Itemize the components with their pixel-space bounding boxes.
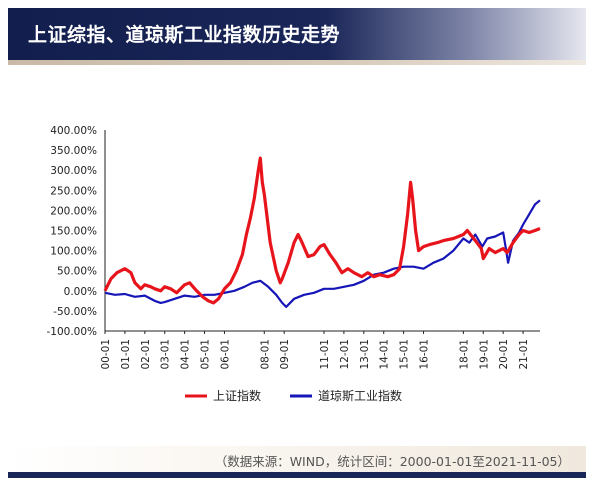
series-line-dji — [104, 199, 541, 308]
header-bar — [8, 8, 586, 60]
x-tick-label: 09-01 — [279, 339, 291, 370]
x-tick-label: 21-01 — [518, 339, 530, 370]
x-tick-label: 11-01 — [319, 339, 331, 370]
chart-legend: 上证指数 道琼斯工业指数 — [185, 388, 402, 403]
y-tick-label: 400.00% — [50, 125, 97, 137]
y-tick-label: 50.00% — [57, 266, 97, 278]
x-tick-label: 12-01 — [339, 339, 351, 370]
footer-band — [8, 446, 586, 472]
x-tick-label: 19-01 — [478, 339, 490, 370]
y-tick-label: -50.00% — [53, 306, 97, 318]
series-line-sse — [103, 156, 541, 305]
y-tick-label: -100.00% — [46, 326, 97, 338]
data-source-note: （数据来源：WIND，统计区间：2000-01-01至2021-11-05） — [214, 454, 570, 469]
y-tick-label: 150.00% — [50, 226, 97, 238]
x-tick-label: 06-01 — [219, 339, 231, 370]
chart-axes — [104, 130, 540, 334]
x-tick-label: 00-01 — [100, 339, 112, 370]
x-tick-label: 01-01 — [120, 339, 132, 370]
x-tick-label: 18-01 — [458, 339, 470, 370]
page-title: 上证综指、道琼斯工业指数历史走势 — [28, 24, 341, 46]
legend-item-sse-label: 上证指数 — [213, 388, 261, 403]
y-tick-label: 0.00% — [64, 286, 97, 298]
x-tick-label: 05-01 — [200, 339, 212, 370]
chart-series — [103, 156, 541, 308]
x-tick-label: 14-01 — [379, 339, 391, 370]
header-accent-rule — [8, 60, 586, 65]
x-tick-label: 08-01 — [259, 339, 271, 370]
y-tick-label: 350.00% — [50, 145, 97, 157]
x-tick-label: 03-01 — [160, 339, 172, 370]
y-tick-label: 250.00% — [50, 185, 97, 197]
y-tick-label: 100.00% — [50, 246, 97, 258]
legend-item-dji-label: 道琼斯工业指数 — [318, 388, 402, 403]
x-axis-labels: 00-01 01-01 02-01 03-01 04-01 05-01 06-01 08-01… — [100, 339, 530, 370]
x-tick-label: 04-01 — [180, 339, 192, 370]
x-tick-label: 16-01 — [419, 339, 431, 370]
bottom-strip — [8, 472, 586, 478]
y-axis-labels: 400.00% 350.00% 300.00% 250.00% 200.00% 150.0… — [46, 125, 97, 338]
y-tick-label: 300.00% — [50, 165, 97, 177]
x-tick-label: 15-01 — [399, 339, 411, 370]
x-tick-label: 20-01 — [498, 339, 510, 370]
x-tick-label: 13-01 — [359, 339, 371, 370]
x-tick-label: 02-01 — [140, 339, 152, 370]
y-tick-label: 200.00% — [50, 205, 97, 217]
